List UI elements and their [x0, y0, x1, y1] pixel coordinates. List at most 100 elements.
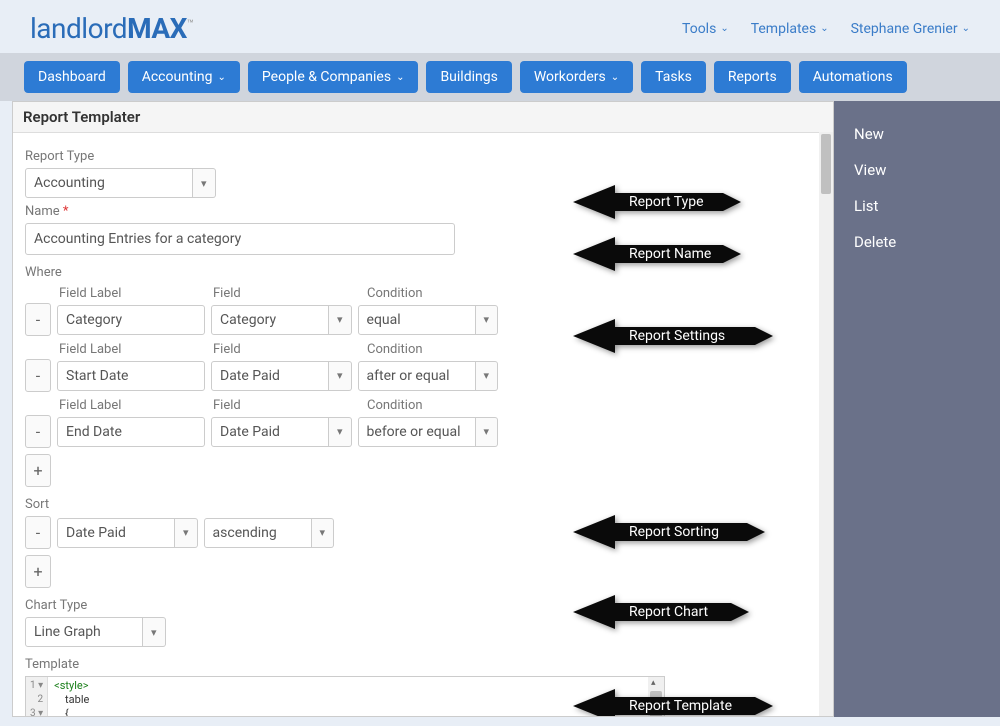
right-action-panel: New View List Delete: [834, 101, 1000, 717]
annotation-label: Report Settings: [629, 328, 725, 344]
chevron-down-icon: ▾: [337, 369, 343, 382]
nav-accounting[interactable]: Accounting ⌄: [128, 61, 240, 93]
where-condition-select[interactable]: [358, 361, 476, 391]
where-condition-dropdown-btn[interactable]: ▾: [476, 417, 499, 447]
where-col-condition: Condition: [367, 342, 423, 357]
action-new[interactable]: New: [854, 125, 980, 143]
chevron-down-icon: ⌄: [820, 23, 828, 34]
logo-text-2: MAX: [127, 12, 187, 45]
nav-label: Buildings: [440, 69, 497, 85]
chevron-down-icon: ⌄: [611, 72, 619, 83]
sort-label: Sort: [25, 497, 813, 512]
where-field-dropdown-btn[interactable]: ▾: [329, 361, 352, 391]
annotation-label: Report Name: [629, 246, 711, 262]
where-condition-dropdown-btn[interactable]: ▾: [476, 361, 499, 391]
sort-field-dropdown-btn[interactable]: ▾: [175, 518, 198, 548]
chart-type-dropdown-btn[interactable]: ▾: [143, 617, 166, 647]
nav-label: People & Companies: [262, 69, 391, 85]
report-type-dropdown-btn[interactable]: ▾: [193, 168, 216, 198]
sort-dir-select[interactable]: [204, 518, 312, 548]
where-col-field: Field: [213, 342, 361, 357]
where-col-condition: Condition: [367, 286, 423, 301]
chevron-down-icon: ▾: [484, 369, 490, 382]
annotation-arrow: Report Type: [573, 185, 741, 223]
where-add-button[interactable]: +: [25, 454, 51, 487]
nav-people-companies[interactable]: People & Companies ⌄: [248, 61, 419, 93]
action-list[interactable]: List: [854, 197, 980, 215]
annotation-label: Report Template: [629, 698, 732, 714]
nav-label: Accounting: [142, 69, 213, 85]
chevron-down-icon: ⌄: [962, 23, 970, 34]
annotation-arrow: Report Sorting: [573, 515, 765, 553]
annotation-label: Report Sorting: [629, 524, 719, 540]
where-col-field-label: Field Label: [59, 398, 207, 413]
code-gutter: 1 ▾23 ▾4567: [26, 677, 48, 717]
annotation-arrow: Report Name: [573, 237, 741, 275]
main-content: Report Templater Report Type ▾ Name * Wh…: [12, 101, 834, 717]
where-row: - ▾ ▾: [25, 415, 813, 448]
chevron-down-icon: ▾: [337, 425, 343, 438]
where-col-field: Field: [213, 398, 361, 413]
nav-label: Reports: [728, 69, 777, 85]
report-type-label: Report Type: [25, 149, 813, 164]
where-condition-select[interactable]: [358, 417, 476, 447]
chevron-down-icon: ▾: [484, 425, 490, 438]
chevron-down-icon: ▾: [201, 177, 207, 190]
name-label-text: Name: [25, 204, 60, 219]
where-field-label-input[interactable]: [57, 305, 205, 335]
where-remove-button[interactable]: -: [25, 303, 51, 336]
top-nav-tools[interactable]: Tools ⌄: [682, 21, 729, 37]
nav-label: Tasks: [655, 69, 692, 85]
section-title: Report Templater: [13, 102, 833, 133]
logo: landlordMAX™: [30, 12, 193, 45]
nav-label: Tools: [682, 21, 716, 37]
annotation-arrow: Report Template: [573, 689, 773, 717]
logo-tm: ™: [187, 18, 193, 31]
chart-type-select[interactable]: [25, 617, 143, 647]
main-nav: DashboardAccounting ⌄People & Companies …: [0, 53, 1000, 101]
report-type-select[interactable]: [25, 168, 193, 198]
where-field-dropdown-btn[interactable]: ▾: [329, 417, 352, 447]
where-col-field-label: Field Label: [59, 342, 207, 357]
nav-label: Stephane Grenier: [851, 21, 958, 37]
where-field-select[interactable]: [211, 361, 329, 391]
sort-add-button[interactable]: +: [25, 555, 51, 588]
nav-tasks[interactable]: Tasks: [641, 61, 706, 93]
where-field-label-input[interactable]: [57, 417, 205, 447]
where-field-label-input[interactable]: [57, 361, 205, 391]
annotation-label: Report Chart: [629, 604, 708, 620]
chevron-down-icon: ⌄: [720, 23, 728, 34]
nav-reports[interactable]: Reports: [714, 61, 791, 93]
where-row: - ▾ ▾: [25, 359, 813, 392]
top-nav-stephane-grenier[interactable]: Stephane Grenier ⌄: [851, 21, 970, 37]
nav-buildings[interactable]: Buildings: [426, 61, 511, 93]
where-col-field: Field: [213, 286, 361, 301]
sort-field-select[interactable]: [57, 518, 175, 548]
where-field-select[interactable]: [211, 417, 329, 447]
name-input[interactable]: [25, 223, 455, 255]
where-condition-select[interactable]: [358, 305, 476, 335]
sort-remove-button[interactable]: -: [25, 516, 51, 549]
nav-label: Automations: [813, 69, 893, 85]
nav-dashboard[interactable]: Dashboard: [24, 61, 120, 93]
where-col-field-label: Field Label: [59, 286, 207, 301]
chevron-down-icon: ▾: [484, 313, 490, 326]
where-condition-dropdown-btn[interactable]: ▾: [476, 305, 499, 335]
code-body[interactable]: <style> table { width: 100%; border-coll…: [48, 677, 207, 717]
where-remove-button[interactable]: -: [25, 359, 51, 392]
top-nav-templates[interactable]: Templates ⌄: [751, 21, 829, 37]
where-field-dropdown-btn[interactable]: ▾: [329, 305, 352, 335]
where-field-select[interactable]: [211, 305, 329, 335]
annotation-arrow: Report Settings: [573, 319, 773, 357]
action-delete[interactable]: Delete: [854, 233, 980, 251]
chevron-down-icon: ⌄: [218, 72, 226, 83]
nav-workorders[interactable]: Workorders ⌄: [520, 61, 633, 93]
nav-automations[interactable]: Automations: [799, 61, 907, 93]
where-remove-button[interactable]: -: [25, 415, 51, 448]
action-view[interactable]: View: [854, 161, 980, 179]
sort-dir-dropdown-btn[interactable]: ▾: [312, 518, 335, 548]
chevron-down-icon: ▾: [151, 626, 157, 639]
required-indicator: *: [63, 204, 69, 219]
template-code-editor[interactable]: 1 ▾23 ▾4567 <style> table { width: 100%;…: [25, 676, 665, 717]
chevron-down-icon: ▾: [320, 526, 326, 539]
